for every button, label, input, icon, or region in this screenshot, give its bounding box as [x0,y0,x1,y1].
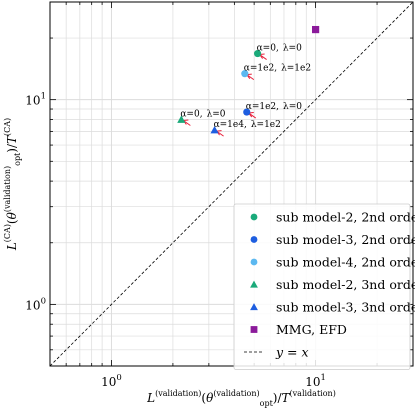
plot-frame [49,1,414,367]
diagonal-line-group [49,1,414,367]
x-tick-label: 101 [305,373,326,389]
legend-marker [250,213,258,221]
x-axis-label: L(validation)(θ(validation)opt)/T(valida… [146,389,336,408]
legend-label: sub model-2, 2nd order [276,210,415,225]
x-tick-label: 100 [101,373,122,389]
y-axis-label: L(CA)(θ(validation)opt)/T(CA) [3,118,22,251]
legend-label: sub model-2, 3nd order [276,277,415,292]
legend-marker [250,326,258,333]
point-annotation: α=1e4, λ=1e2 [214,120,281,130]
data-points [177,25,320,134]
data-point [311,25,320,34]
point-annotation: α=0, λ=0 [180,110,225,120]
legend-marker [250,236,258,243]
legend-label: sub model-4, 2nd order [276,255,415,270]
y-tick-label: 100 [25,296,46,312]
point-annotation: α=0, λ=0 [257,44,302,54]
legend-box [233,203,411,370]
annotation-arrow-head [183,119,189,122]
data-point [254,49,262,58]
legend-label: sub model-3, 3nd order [276,300,415,315]
legend-marker [250,303,258,311]
diagonal-line [49,1,414,367]
legend-label: y = x [275,345,309,360]
legend: sub model-2, 2nd order sub model-3, 2nd o… [233,203,415,370]
legend-label: MMG, EFD [276,322,347,337]
data-point [243,108,251,116]
annotation-arrow-head [216,130,222,132]
point-annotation: α=1e2, λ=1e2 [244,64,311,74]
legend-marker [250,258,258,266]
data-point [241,70,249,78]
legend-label: sub model-3, 2nd order [276,232,415,247]
point-annotation: α=1e2, λ=0 [246,102,303,112]
legend-marker [250,280,258,288]
data-point [177,115,186,123]
data-point [210,125,219,134]
y-tick-label: 101 [25,92,46,108]
